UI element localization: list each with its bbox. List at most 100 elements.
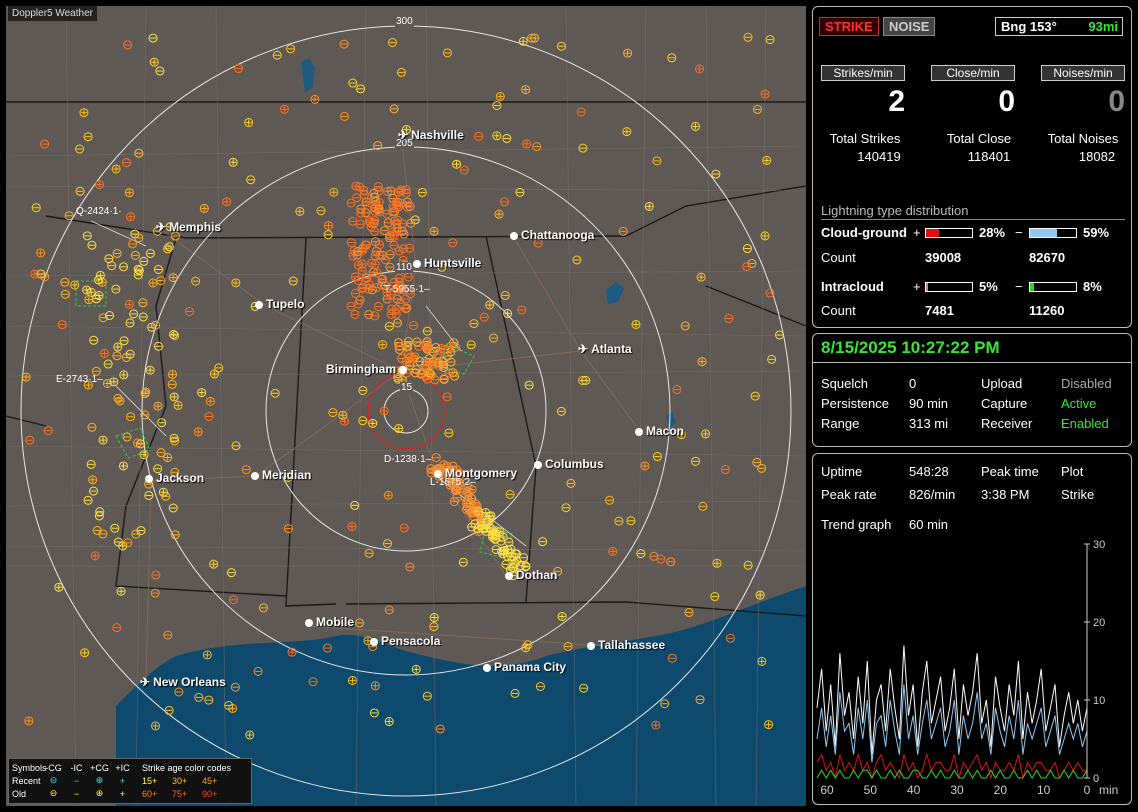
- ic-negative-bar: [1029, 282, 1077, 292]
- divider: [821, 219, 1125, 220]
- strike-marker: [512, 549, 522, 559]
- strike-marker: [412, 337, 422, 347]
- strike-marker: [367, 285, 377, 295]
- strike-marker: [478, 524, 488, 534]
- city-dot-icon: [251, 472, 259, 480]
- plot-value[interactable]: Strike: [1061, 487, 1095, 502]
- city-label[interactable]: Meridian: [251, 468, 311, 482]
- strike-marker: [518, 36, 528, 46]
- receiver-status[interactable]: Enabled: [1061, 416, 1109, 431]
- noises-per-min-button[interactable]: Noises/min: [1041, 65, 1125, 81]
- strike-marker: [502, 133, 512, 143]
- city-label[interactable]: Montgomery: [434, 466, 517, 480]
- city-label[interactable]: ✈ New Orleans: [140, 675, 226, 689]
- strike-marker: [405, 202, 415, 212]
- city-label[interactable]: ✈ Nashville: [398, 128, 464, 142]
- city-label[interactable]: Chattanooga: [510, 228, 594, 242]
- strike-marker: [760, 231, 770, 241]
- strikes-per-min-button[interactable]: Strikes/min: [821, 65, 905, 81]
- city-label[interactable]: ✈ Atlanta: [578, 342, 632, 356]
- strike-marker: [452, 159, 462, 169]
- strike-marker: [469, 319, 479, 329]
- strike-marker: [720, 464, 730, 474]
- persistence-value[interactable]: 90 min: [909, 396, 949, 411]
- x-tick-label: 60: [820, 783, 834, 797]
- noise-indicator[interactable]: NOISE: [883, 17, 936, 36]
- strike-marker: [521, 643, 531, 653]
- upload-status[interactable]: Disabled: [1061, 376, 1112, 391]
- strike-marker: [409, 354, 419, 364]
- range-value[interactable]: 313 mi: [909, 416, 949, 431]
- strike-marker: [226, 568, 236, 578]
- city-label[interactable]: Macon: [635, 424, 684, 438]
- city-label[interactable]: Columbus: [534, 457, 604, 471]
- city-label[interactable]: ✈ Memphis: [156, 220, 222, 234]
- strike-stats-panel: STRIKE NOISE Bng 153° 93mi Strikes/min C…: [812, 6, 1132, 328]
- strike-marker: [164, 242, 174, 252]
- age-code: 45+: [202, 775, 218, 786]
- trend-graph-value[interactable]: 60 min: [909, 517, 949, 532]
- strike-marker: [523, 640, 533, 650]
- trend-series-line-1: [816, 684, 1088, 763]
- strike-marker: [104, 254, 114, 264]
- city-label[interactable]: Jackson: [145, 471, 204, 485]
- airport-icon: ✈: [398, 128, 409, 142]
- cell-outlines: [75, 280, 513, 559]
- pos-ic-symbol-icon: +: [119, 788, 126, 799]
- strike-marker: [695, 64, 705, 74]
- strike-marker: [25, 435, 35, 445]
- storm-cell-label[interactable]: T-5955·1–: [384, 284, 430, 295]
- strike-marker: [690, 456, 700, 466]
- city-label[interactable]: Tallahassee: [587, 638, 665, 652]
- city-label[interactable]: Birmingham: [326, 362, 410, 376]
- trend-series-line-2: [816, 752, 1087, 780]
- storm-cell-label[interactable]: Q-2424·1·: [76, 206, 122, 217]
- city-label[interactable]: Dothan: [505, 568, 557, 582]
- strike-marker: [347, 522, 357, 532]
- strike-marker: [57, 320, 67, 330]
- city-dot-icon: [510, 232, 518, 240]
- capture-status[interactable]: Active: [1061, 396, 1097, 411]
- strike-marker: [353, 246, 363, 256]
- storm-cell-label[interactable]: E-2743·1–: [56, 374, 103, 385]
- strike-marker: [399, 523, 409, 533]
- app-title: Doppler5 Weather: [8, 6, 97, 21]
- cg-negative-pct: 59%: [1083, 225, 1110, 240]
- city-dot-icon: [145, 475, 153, 483]
- strike-marker: [358, 283, 368, 293]
- city-label[interactable]: Tupelo: [255, 297, 304, 311]
- strike-marker: [202, 650, 212, 660]
- strike-marker: [524, 380, 534, 390]
- lightning-map[interactable]: Doppler5 Weather 300 205 110 15 ✈ Nashvil…: [6, 6, 806, 806]
- strike-marker: [36, 269, 46, 279]
- city-label[interactable]: Huntsville: [413, 256, 481, 270]
- city-label[interactable]: Pensacola: [370, 634, 440, 648]
- strike-marker: [397, 353, 407, 363]
- strike-marker: [358, 385, 368, 395]
- plus-sign: +: [913, 279, 921, 294]
- strike-marker: [165, 222, 175, 232]
- strike-marker: [111, 284, 121, 294]
- strike-marker: [163, 244, 173, 254]
- uptime-label: Uptime: [821, 464, 863, 479]
- strike-marker: [369, 708, 379, 718]
- storm-cell-label[interactable]: D-1238·1–: [384, 454, 432, 465]
- strike-marker: [752, 457, 762, 467]
- city-label[interactable]: Mobile: [305, 615, 354, 629]
- strike-indicator[interactable]: STRIKE: [819, 17, 879, 36]
- map-canvas[interactable]: [6, 6, 806, 806]
- total-close-value: 118401: [967, 149, 1011, 164]
- strike-marker: [455, 478, 465, 488]
- squelch-value[interactable]: 0: [909, 376, 917, 391]
- strike-marker: [631, 319, 641, 329]
- strike-marker: [119, 370, 129, 380]
- intracloud-label: Intracloud: [821, 279, 884, 294]
- close-per-min-button[interactable]: Close/min: [931, 65, 1015, 81]
- pos-cg-symbol-icon: ⊕: [95, 788, 104, 798]
- strike-marker: [288, 276, 298, 286]
- strike-marker: [82, 231, 92, 241]
- storm-cell-label[interactable]: L-1675·2–: [430, 477, 476, 488]
- strike-marker: [347, 675, 357, 685]
- city-label[interactable]: Panama City: [483, 660, 566, 674]
- trend-graph-label: Trend graph: [821, 517, 892, 532]
